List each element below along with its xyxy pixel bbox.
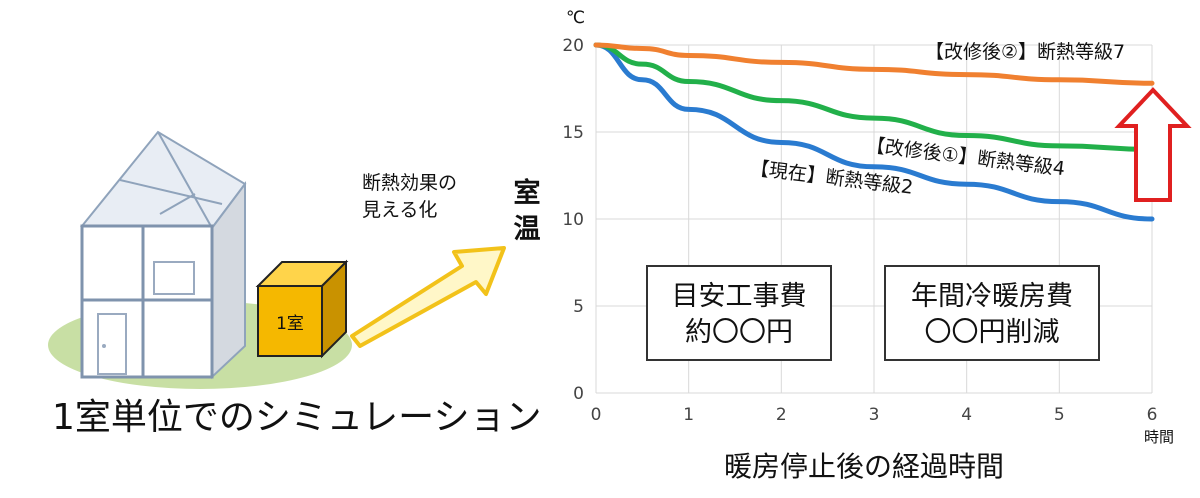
note-line: 断熱効果の (362, 172, 458, 194)
note-line: 見える化 (362, 199, 438, 221)
x-tick-label: 4 (961, 405, 972, 425)
house-window (153, 261, 195, 295)
annual-saving-value: 〇〇円削減 (924, 317, 1060, 348)
x-tick-label: 3 (869, 405, 880, 425)
series-label-renovation2: 【改修後②】断熱等級7 (925, 41, 1126, 63)
cost-estimate-value: 約〇〇円 (685, 317, 793, 348)
x-axis-label: 暖房停止後の経過時間 (724, 450, 1005, 483)
x-tick-label: 2 (776, 405, 787, 425)
x-tick-label: 1 (683, 405, 694, 425)
y-tick-label: 20 (562, 36, 584, 56)
series-line-renovation2 (593, 42, 1155, 86)
door-knob (102, 344, 106, 348)
y-tick-label: 15 (562, 123, 584, 143)
simulation-caption: 1室単位でのシミュレーション (52, 397, 542, 438)
visualization-note: 断熱効果の 見える化 (362, 170, 457, 224)
callout-arrow (350, 246, 506, 348)
cost-estimate-title: 目安工事費 (671, 281, 807, 312)
annual-saving-box: 年間冷暖房費 〇〇円削減 (884, 265, 1100, 361)
y-axis-unit: ℃ (566, 8, 586, 28)
y-tick-label: 0 (573, 384, 584, 404)
y-tick-label: 10 (562, 210, 584, 230)
house-door (97, 313, 127, 375)
improvement-arrow (1114, 87, 1192, 202)
roof-line (157, 131, 213, 229)
series-line-renovation1 (593, 42, 1155, 152)
room-box-label: 1室 (276, 314, 304, 334)
series-line-current (593, 42, 1155, 222)
x-tick-label: 0 (591, 405, 602, 425)
y-tick-label: 5 (573, 297, 584, 317)
y-axis-label: 室温 (513, 178, 541, 245)
room-box-front (257, 285, 323, 357)
cost-estimate-box: 目安工事費 約〇〇円 (646, 265, 832, 361)
x-tick-label: 6 (1147, 405, 1158, 425)
annual-saving-title: 年間冷暖房費 (911, 281, 1073, 312)
x-axis-unit: 時間 (1144, 428, 1175, 446)
x-tick-label: 5 (1054, 405, 1065, 425)
house-illustration: 1室 (48, 130, 506, 389)
roof-line (159, 193, 196, 215)
roof-line (119, 179, 223, 205)
